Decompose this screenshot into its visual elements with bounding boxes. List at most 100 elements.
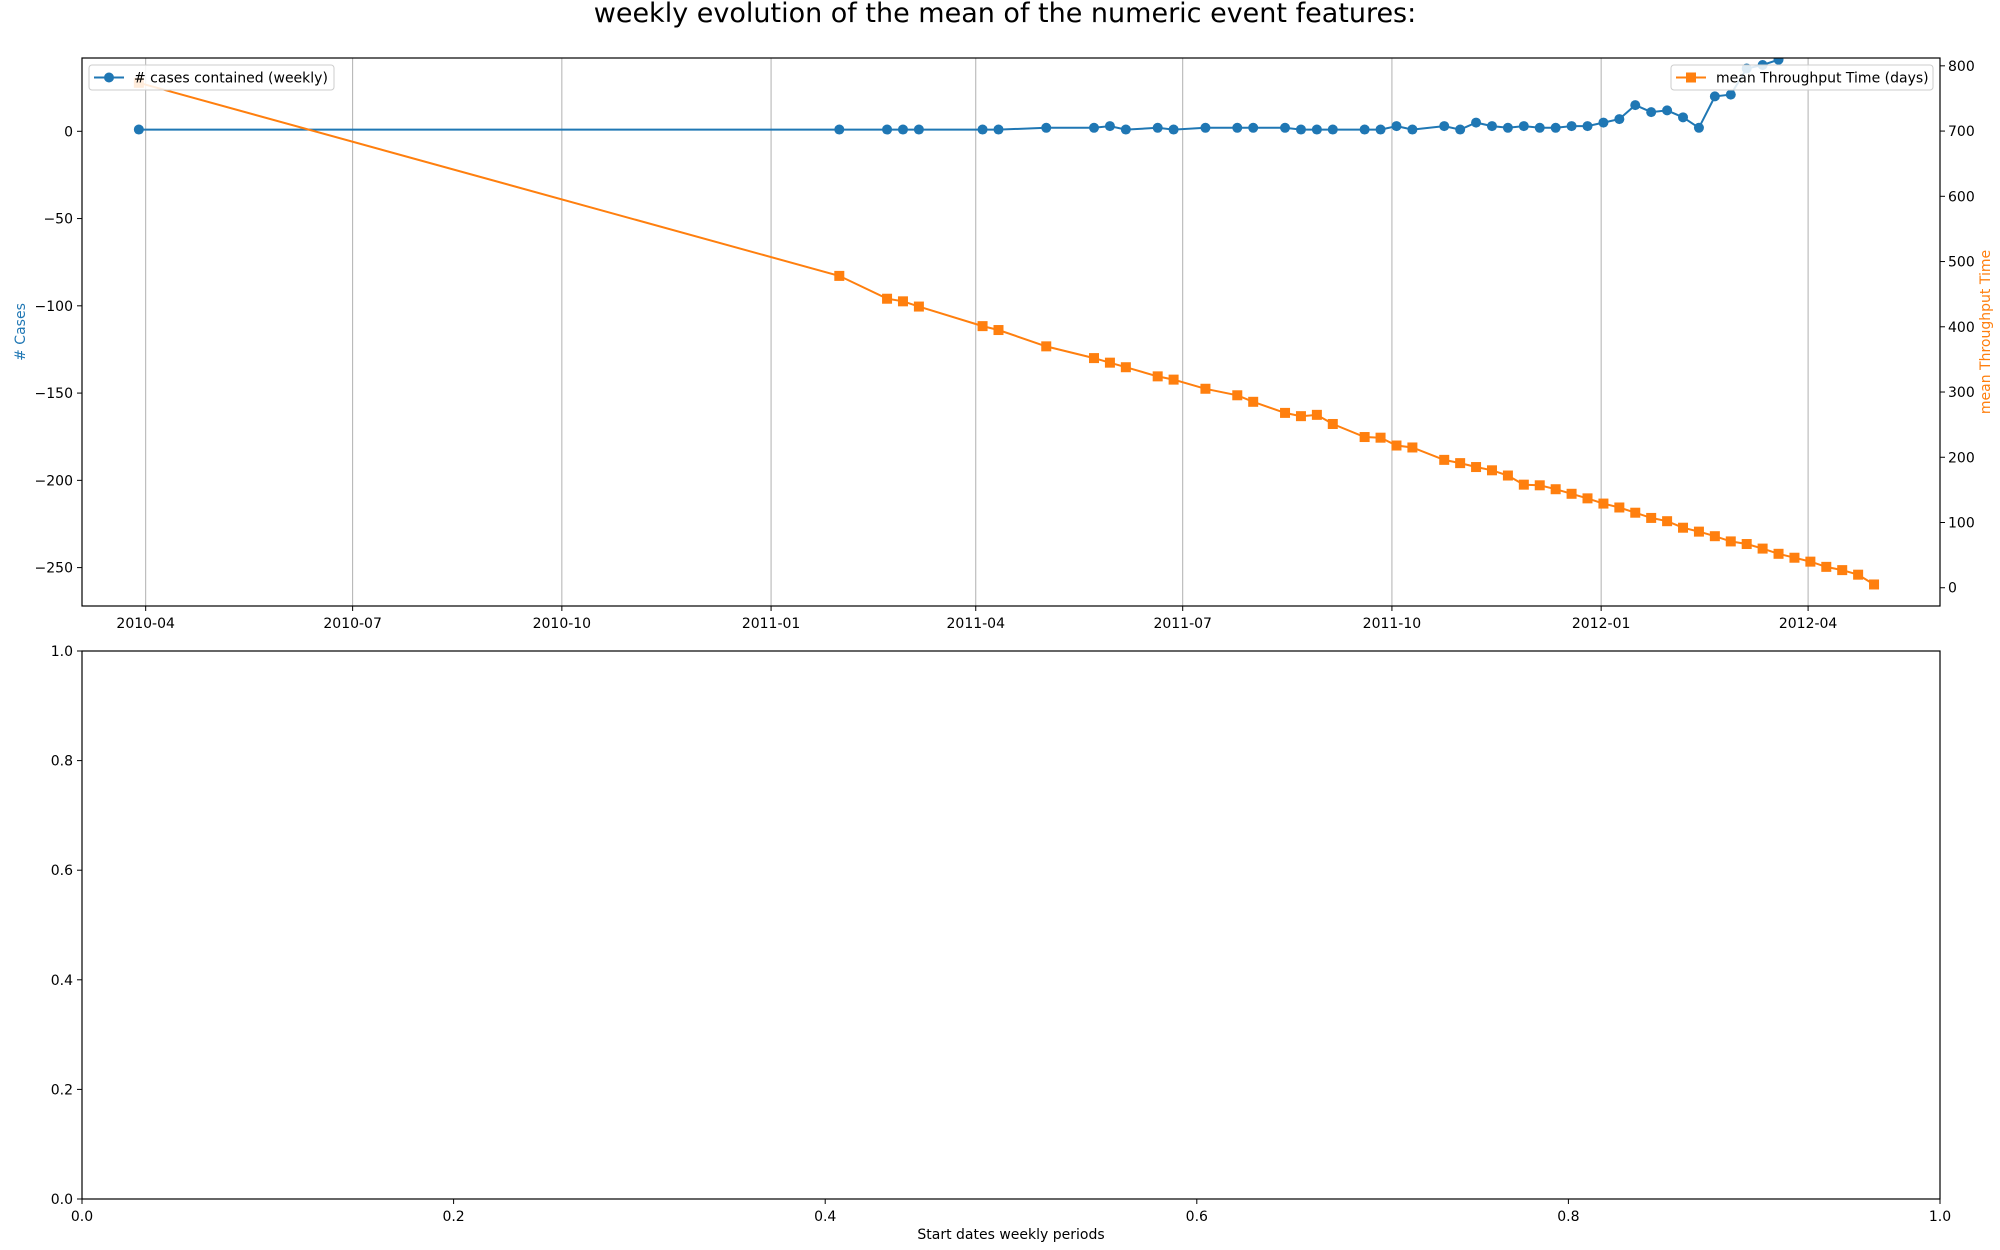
top-series (133, 58, 1880, 590)
right-y-tick-label: 400 (1948, 320, 1975, 336)
top-grid (145, 58, 1809, 606)
cases-point (1566, 121, 1577, 132)
bottom-x-tick-label: 0.4 (814, 1209, 836, 1225)
throughput-point (1120, 362, 1131, 373)
cases-line (138, 58, 1779, 131)
throughput-point (897, 296, 908, 307)
right-y-tick-label: 200 (1948, 450, 1975, 466)
cases-point (1678, 112, 1689, 123)
bottom-y-tick-label: 0.4 (51, 973, 73, 989)
x-tick-label-2011-01: 2011-01 (742, 616, 801, 632)
bottom-x-ticks: 0.0 0.2 0.4 0.6 0.8 1.0 (71, 1199, 1951, 1225)
throughput-point (1359, 432, 1370, 443)
throughput-point (1598, 498, 1609, 509)
legend-throughput-marker (1686, 72, 1696, 83)
legend-cases-box (88, 64, 335, 91)
throughput-point (1327, 418, 1338, 429)
throughput-point (1280, 407, 1291, 418)
throughput-point (1041, 341, 1052, 352)
throughput-point (1391, 440, 1402, 451)
throughput-point (1837, 565, 1848, 576)
bottom-plot-frame (81, 650, 1941, 1200)
throughput-point (1375, 432, 1386, 443)
cases-point (1471, 117, 1482, 128)
throughput-point (1200, 383, 1211, 394)
throughput-point (1789, 552, 1800, 563)
cases-point (1327, 124, 1338, 135)
series-throughput (133, 77, 1880, 590)
cases-point (1646, 107, 1657, 118)
throughput-point (1614, 502, 1625, 513)
cases-point (133, 124, 144, 135)
throughput-point (1168, 374, 1179, 385)
cases-point (993, 124, 1004, 135)
bottom-y-tick-label: 1.0 (51, 644, 73, 660)
cases-point (1598, 117, 1609, 128)
left-y-tick-label: −250 (35, 561, 73, 577)
throughput-point (1534, 480, 1545, 491)
throughput-point (1725, 536, 1736, 547)
bottom-x-axis-label: Start dates weekly periods (917, 1227, 1104, 1243)
throughput-point (882, 293, 893, 304)
throughput-point (1757, 543, 1768, 554)
x-tick-label-2012-04: 2012-04 (1779, 616, 1838, 632)
top-left-y-ticks: 0 −50 −100 −150 −200 −250 (35, 124, 82, 577)
throughput-line (138, 81, 1875, 586)
throughput-point (977, 321, 988, 332)
throughput-point (993, 325, 1004, 336)
throughput-point (913, 301, 924, 312)
throughput-point (1678, 522, 1689, 533)
throughput-point (1311, 409, 1322, 420)
cases-point (1152, 122, 1163, 133)
bottom-x-tick-label: 0.8 (1557, 1209, 1579, 1225)
right-y-tick-label: 0 (1948, 581, 1957, 597)
throughput-point (1502, 470, 1513, 481)
bottom-chart: 0.0 0.2 0.4 0.6 0.8 1.0 0.0 0.2 0.4 0.6 0.8 1.0 St… (51, 644, 1951, 1243)
bottom-x-tick-label: 1.0 (1929, 1209, 1951, 1225)
x-tick-label-2011-10: 2011-10 (1363, 616, 1422, 632)
legend-cases-label: # cases contained (weekly) (134, 71, 328, 87)
throughput-point (1805, 556, 1816, 567)
throughput-point (834, 270, 845, 281)
cases-point (1089, 122, 1100, 133)
cases-point (1295, 124, 1306, 135)
right-axis-label: mean Throughput Time (1978, 250, 1994, 414)
bottom-y-tick-label: 0.6 (51, 863, 73, 879)
cases-point (1455, 124, 1466, 135)
top-plot-frame (81, 57, 1941, 607)
throughput-point (1471, 462, 1482, 473)
throughput-point (1869, 579, 1880, 590)
bottom-y-tick-label: 0.8 (51, 754, 73, 770)
right-y-tick-label: 100 (1948, 515, 1975, 531)
throughput-point (1693, 526, 1704, 537)
cases-point (1582, 121, 1593, 132)
right-y-tick-label: 800 (1948, 59, 1975, 75)
throughput-point (1407, 442, 1418, 453)
legend-cases: # cases contained (weekly) (88, 64, 335, 91)
left-y-tick-label: −200 (35, 473, 73, 489)
throughput-point (1295, 411, 1306, 422)
cases-point (1232, 122, 1243, 133)
cases-point (1168, 124, 1179, 135)
left-y-tick-label: −100 (35, 299, 73, 315)
right-y-tick-label: 600 (1948, 189, 1975, 205)
cases-point (1725, 89, 1736, 100)
x-tick-label-2011-07: 2011-07 (1153, 616, 1212, 632)
cases-point (1486, 121, 1497, 132)
throughput-point (1550, 484, 1561, 495)
left-axis-label: # Cases (13, 303, 29, 361)
legend-cases-marker (104, 72, 114, 83)
throughput-point (1152, 371, 1163, 382)
x-tick-label-2010-07: 2010-07 (323, 616, 382, 632)
bottom-y-tick-label: 0.0 (51, 1192, 73, 1208)
cases-point (1614, 114, 1625, 125)
throughput-point (1630, 507, 1641, 518)
throughput-point (1662, 516, 1673, 527)
cases-point (1311, 124, 1322, 135)
figure-title: weekly evolution of the mean of the nume… (594, 0, 1416, 29)
throughput-point (1518, 479, 1529, 490)
x-tick-label-2012-01: 2012-01 (1572, 616, 1631, 632)
cases-point (834, 124, 845, 135)
cases-point (1773, 58, 1784, 65)
